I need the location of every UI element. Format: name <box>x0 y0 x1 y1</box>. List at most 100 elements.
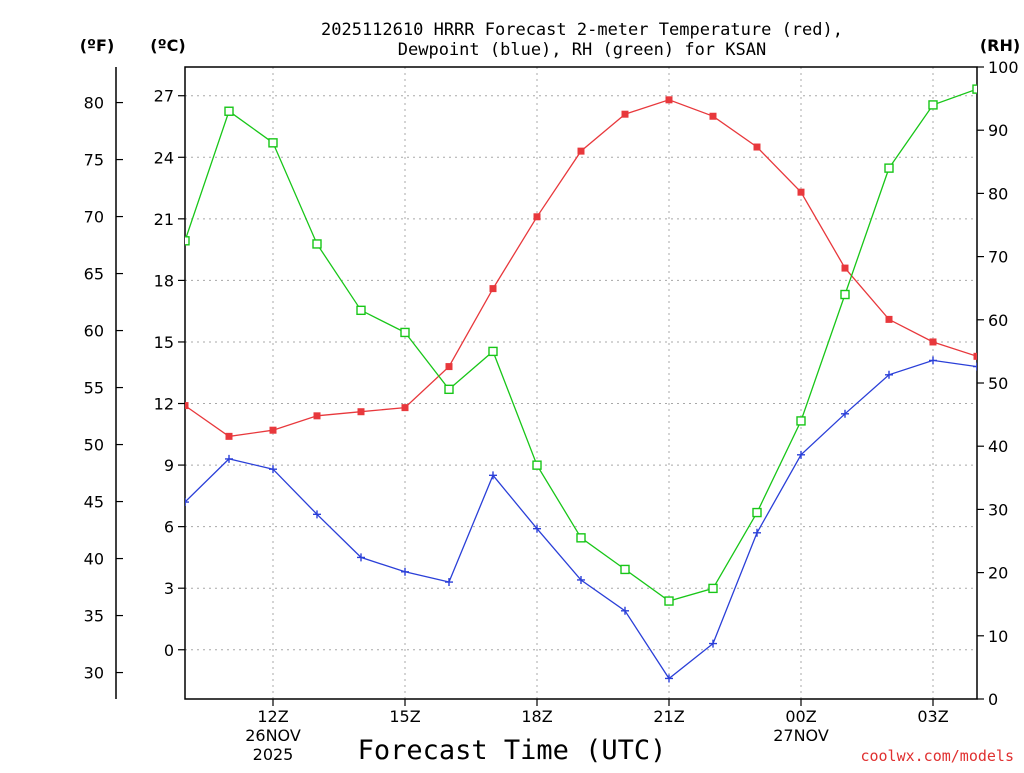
temperature-point <box>577 147 585 155</box>
temperature-point <box>533 213 541 221</box>
temperature-point <box>401 404 409 412</box>
dewpoint-point <box>225 454 233 463</box>
temperature-point <box>709 112 717 120</box>
temperature-point <box>621 110 629 118</box>
temperature-point <box>269 426 277 434</box>
dewpoint-point <box>185 498 189 507</box>
chart-title-line2: Dewpoint (blue), RH (green) for KSAN <box>398 40 766 60</box>
celsius-tick-label: 27 <box>154 87 174 106</box>
fahrenheit-tick-label: 60 <box>84 322 104 341</box>
rh-tick-label: 60 <box>988 311 1008 330</box>
celsius-tick-label: 15 <box>154 333 174 352</box>
date-label: 27NOV <box>773 726 829 745</box>
rh-tick-label: 70 <box>988 248 1008 267</box>
rh-point <box>356 305 366 316</box>
dewpoint-point <box>357 553 365 562</box>
dewpoint-point <box>445 578 453 587</box>
fahrenheit-tick-label: 35 <box>84 607 104 626</box>
rh-tick-label: 80 <box>988 184 1008 203</box>
time-tick-label: 21Z <box>653 707 684 726</box>
rh-tick-label: 10 <box>988 627 1008 646</box>
time-tick-label: 00Z <box>785 707 816 726</box>
chart-title-line1: 2025112610 HRRR Forecast 2-meter Tempera… <box>321 20 843 40</box>
series-clip-group <box>185 84 977 683</box>
temperature-point <box>797 188 805 196</box>
fahrenheit-tick-label: 30 <box>84 664 104 683</box>
rh-tick-label: 50 <box>988 374 1008 393</box>
rh-point <box>840 289 850 300</box>
dewpoint-point <box>621 606 629 615</box>
time-tick-label: 12Z <box>257 707 288 726</box>
rh-point <box>620 564 630 575</box>
celsius-tick-label: 21 <box>154 210 174 229</box>
rh-point <box>928 100 938 110</box>
fahrenheit-tick-label: 70 <box>84 208 104 227</box>
fahrenheit-tick-label: 80 <box>84 94 104 113</box>
temperature-point <box>753 143 761 151</box>
rh-point <box>185 236 190 246</box>
temperature-point <box>929 338 937 346</box>
temperature-point <box>185 402 189 410</box>
rh-point <box>268 138 278 148</box>
temperature-point <box>225 432 233 440</box>
celsius-unit-label: (ºC) <box>150 36 185 55</box>
series-layer <box>185 84 977 683</box>
dewpoint-point <box>401 567 409 576</box>
temperature-point <box>665 96 673 104</box>
fahrenheit-tick-label: 45 <box>84 493 104 512</box>
celsius-tick-label: 12 <box>154 395 174 414</box>
celsius-tick-label: 9 <box>164 456 174 475</box>
fahrenheit-unit-label: (ºF) <box>80 36 115 55</box>
dewpoint-point <box>313 510 321 519</box>
date-label: 26NOV <box>245 726 301 745</box>
rh-point <box>444 384 454 395</box>
dewpoint-point <box>577 575 585 584</box>
fahrenheit-tick-label: 75 <box>84 151 104 170</box>
x-axis-title: Forecast Time (UTC) <box>358 735 667 766</box>
celsius-tick-label: 18 <box>154 271 174 290</box>
rh-point <box>312 239 322 249</box>
rh-line <box>185 88 977 602</box>
dewpoint-line <box>185 359 977 680</box>
time-tick-label: 15Z <box>389 707 420 726</box>
celsius-tick-label: 24 <box>154 148 174 167</box>
plot-frame <box>184 66 978 700</box>
celsius-tick-label: 0 <box>164 641 174 660</box>
temperature-point <box>841 264 849 272</box>
dewpoint-point <box>885 370 893 379</box>
rh-tick-label: 90 <box>988 121 1008 140</box>
watermark: coolwx.com/models <box>860 747 1014 765</box>
rh-point <box>664 596 674 606</box>
dewpoint-point <box>665 674 673 683</box>
rh-tick-label: 0 <box>988 690 998 709</box>
rh-point <box>532 460 542 470</box>
fahrenheit-tick-label: 65 <box>84 265 104 284</box>
dewpoint-point <box>929 356 937 365</box>
temperature-point <box>489 285 497 293</box>
celsius-tick-label: 6 <box>164 518 174 537</box>
rh-tick-label: 20 <box>988 564 1008 583</box>
rh-point <box>488 346 498 357</box>
rh-point <box>752 507 762 518</box>
grid-layer <box>185 67 977 699</box>
axes-layer <box>115 66 978 700</box>
dewpoint-point <box>489 471 497 480</box>
dewpoint-point <box>533 524 541 533</box>
fahrenheit-tick-label: 55 <box>84 379 104 398</box>
dewpoint-point <box>753 528 761 537</box>
rh-point <box>224 106 234 116</box>
temperature-point <box>445 363 453 371</box>
rh-tick-label: 30 <box>988 500 1008 519</box>
temperature-point <box>313 412 321 420</box>
temperature-point <box>973 352 977 360</box>
dewpoint-point <box>269 465 277 474</box>
dewpoint-point <box>797 450 805 459</box>
rh-point <box>708 583 718 594</box>
rh-unit-label: (RH) <box>980 36 1020 55</box>
rh-point <box>972 84 977 94</box>
rh-tick-label: 100 <box>988 58 1019 77</box>
dewpoint-point <box>841 409 849 418</box>
rh-point <box>576 533 586 543</box>
